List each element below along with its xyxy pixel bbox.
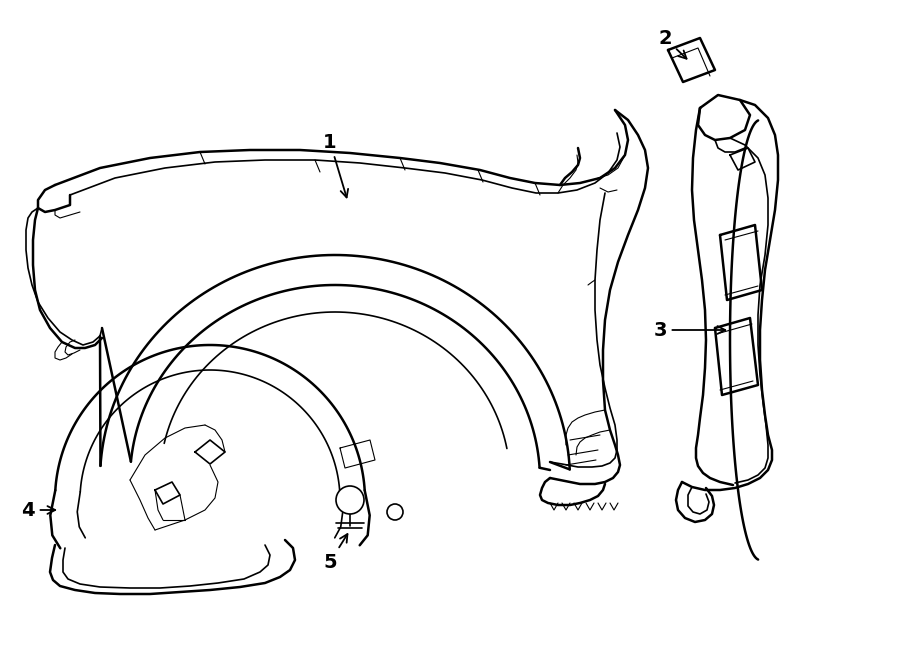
Polygon shape xyxy=(195,440,225,464)
Circle shape xyxy=(336,486,364,514)
Text: 2: 2 xyxy=(658,28,687,59)
Polygon shape xyxy=(340,440,375,468)
Polygon shape xyxy=(720,225,762,300)
Circle shape xyxy=(387,504,403,520)
Polygon shape xyxy=(668,38,715,82)
Text: 5: 5 xyxy=(323,534,347,572)
Polygon shape xyxy=(730,148,755,170)
Text: 3: 3 xyxy=(653,321,725,340)
Text: 1: 1 xyxy=(323,132,348,198)
Polygon shape xyxy=(155,482,180,504)
Polygon shape xyxy=(698,95,750,140)
Polygon shape xyxy=(715,318,758,395)
Text: 4: 4 xyxy=(22,500,55,520)
